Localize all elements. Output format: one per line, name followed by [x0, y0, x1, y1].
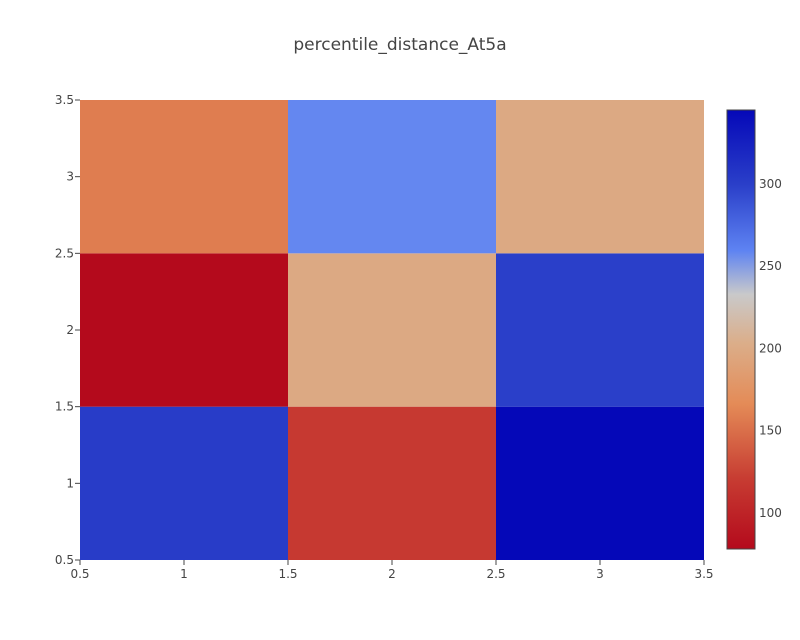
x-tick-label: 2	[388, 567, 396, 581]
colorbar-tick-label: 300	[759, 177, 782, 191]
heatmap-cell-1-1	[288, 253, 496, 407]
y-tick-label: 0.5	[55, 553, 74, 567]
colorbar-tick-label: 250	[759, 259, 782, 273]
heatmap-cell-0-0	[80, 406, 288, 560]
chart-title: percentile_distance_At5a	[293, 35, 506, 55]
colorbar-gradient	[726, 109, 756, 550]
y-tick-label: 2	[66, 323, 74, 337]
x-tick-label: 0.5	[70, 567, 89, 581]
colorbar-tick-label: 100	[759, 506, 782, 520]
heatmap-cell-0-1	[288, 406, 496, 560]
x-tick-label: 2.5	[486, 567, 505, 581]
y-tick-label: 1	[66, 476, 74, 490]
y-tick-label: 3	[66, 170, 74, 184]
x-tick-label: 3.5	[694, 567, 713, 581]
y-tick-label: 2.5	[55, 246, 74, 260]
heatmap-cell-2-0	[80, 100, 288, 254]
heatmap-cell-2-1	[288, 100, 496, 254]
colorbar-tick-label: 200	[759, 341, 782, 355]
y-tick-label: 1.5	[55, 400, 74, 414]
heatmap-cell-1-0	[80, 253, 288, 407]
heatmap-cell-0-2	[496, 406, 704, 560]
x-tick-label: 1	[180, 567, 188, 581]
heatmap-cell-2-2	[496, 100, 704, 254]
colorbar-tick-label: 150	[759, 424, 782, 438]
colorbar: 100 150 200 250 300	[726, 109, 782, 550]
x-tick-label: 1.5	[278, 567, 297, 581]
y-axis: 0.5 1 1.5 2 2.5 3 3.5	[55, 93, 80, 567]
plot-area	[80, 100, 704, 560]
heatmap-cell-1-2	[496, 253, 704, 407]
y-tick-label: 3.5	[55, 93, 74, 107]
x-axis: 0.5 1 1.5 2 2.5 3 3.5	[70, 560, 714, 581]
x-tick-label: 3	[596, 567, 604, 581]
